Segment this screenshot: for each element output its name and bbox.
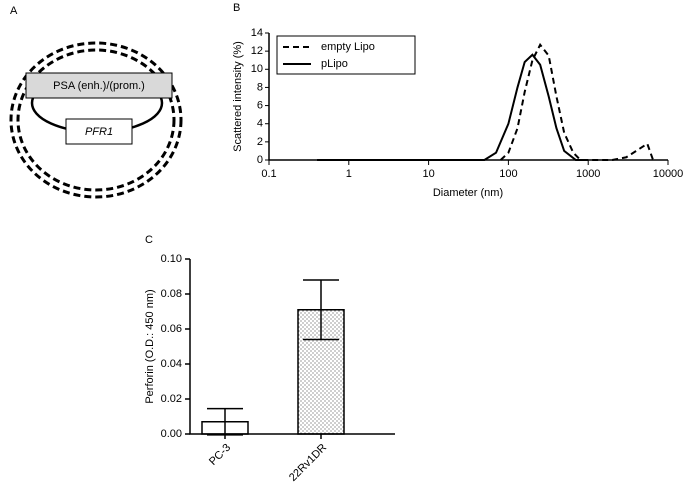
x-tick-label: 10000 — [653, 168, 684, 180]
y-axis-label: Perforin (O.D.: 450 nm) — [144, 289, 156, 403]
x-axis-label: Diameter (nm) — [433, 187, 503, 199]
y-tick-label: 0 — [257, 154, 263, 166]
panel-a: A PSA (enh.)/(prom.) PFR1 — [9, 5, 183, 199]
y-tick-label: 4 — [257, 118, 263, 130]
gene-label: PFR1 — [85, 126, 113, 138]
x-tick-label: 0.1 — [261, 168, 276, 180]
y-tick-label: 8 — [257, 81, 263, 93]
legend-label: pLipo — [321, 58, 348, 70]
x-tick-label: PC-3 — [207, 442, 233, 468]
y-axis-label: Scattered intensity (%) — [232, 41, 244, 152]
y-tick-label: 0.08 — [161, 288, 182, 300]
axes — [189, 259, 395, 435]
promoter-box — [25, 72, 173, 99]
x-tick-label: 10 — [422, 168, 434, 180]
y-tick-label: 14 — [251, 27, 263, 39]
y-tick-label: 0.06 — [161, 323, 182, 335]
y-tick-label: 0.00 — [161, 428, 182, 440]
y-tick-label: 0.02 — [161, 393, 182, 405]
x-tick-label: 1 — [346, 168, 352, 180]
x-tick-label: 1000 — [576, 168, 600, 180]
panel-label: B — [233, 2, 240, 14]
series-line — [499, 42, 655, 161]
panel-label: C — [145, 234, 153, 246]
legend-box — [276, 35, 416, 75]
error-bar — [303, 279, 339, 341]
panel-label: A — [10, 5, 18, 17]
y-tick-label: 6 — [257, 99, 263, 111]
legend-label: empty Lipo — [321, 41, 375, 53]
y-tick-label: 12 — [251, 45, 263, 57]
x-tick-label: 22Rv1DR — [287, 442, 329, 484]
series-line — [317, 53, 589, 161]
y-tick-label: 2 — [257, 136, 263, 148]
x-tick-label: 100 — [499, 168, 517, 180]
y-tick-label: 10 — [251, 63, 263, 75]
y-tick-label: 0.04 — [161, 358, 182, 370]
outer-ring — [9, 41, 183, 199]
promoter-label: PSA (enh.)/(prom.) — [53, 80, 145, 92]
inner-ring — [16, 48, 176, 192]
gene-box — [65, 118, 133, 145]
y-tick-label: 0.10 — [161, 253, 182, 265]
